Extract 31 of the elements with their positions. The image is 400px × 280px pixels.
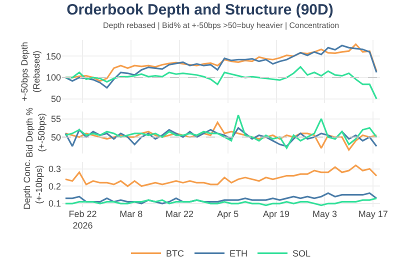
y-axis-title: Depth Conc. (+-10bps) [22, 159, 44, 210]
legend-label: SOL [292, 248, 311, 259]
line-series [64, 192, 378, 204]
y-tick-label: 50 [50, 132, 61, 142]
line-series [64, 122, 378, 151]
line-series [64, 66, 378, 100]
y-tick-label: 150 [46, 51, 61, 62]
x-tick-label: May 17 [358, 209, 388, 219]
legend-label: ETH [230, 248, 248, 259]
chart-subtitle: Depth rebased | Bid% at +-50bps >50=buy heavier | Concentration [103, 21, 340, 30]
line-series [64, 114, 378, 149]
line-series [64, 127, 378, 148]
y-tick-label: 50 [50, 94, 61, 104]
y-tick-label: 0.3 [48, 164, 61, 174]
line-series [64, 198, 378, 206]
legend-label: BTC [166, 248, 184, 259]
y-tick-label: 0.2 [48, 181, 61, 192]
chart-title: Orderbook Depth and Structure (90D) [66, 2, 334, 19]
x-tick-label: Apr 19 [263, 209, 290, 219]
x-tick-label: Mar 8 [120, 209, 143, 219]
x-tick-label: Mar 22 [166, 209, 194, 219]
y-tick-label: 0.1 [48, 198, 61, 209]
x-tick-label: Feb 22 2026 [68, 209, 97, 231]
y-tick-label: 55 [50, 114, 61, 124]
line-series [64, 44, 378, 89]
y-axis-title: +-50bps Depth (Rebased) [20, 42, 42, 102]
y-tick-label: 100 [46, 72, 61, 83]
x-tick-label: Apr 5 [217, 209, 239, 219]
x-tick-label: May 3 [312, 209, 337, 219]
y-axis-title: Bid Depth % (+-50bps) [24, 108, 46, 158]
line-series [64, 164, 378, 187]
